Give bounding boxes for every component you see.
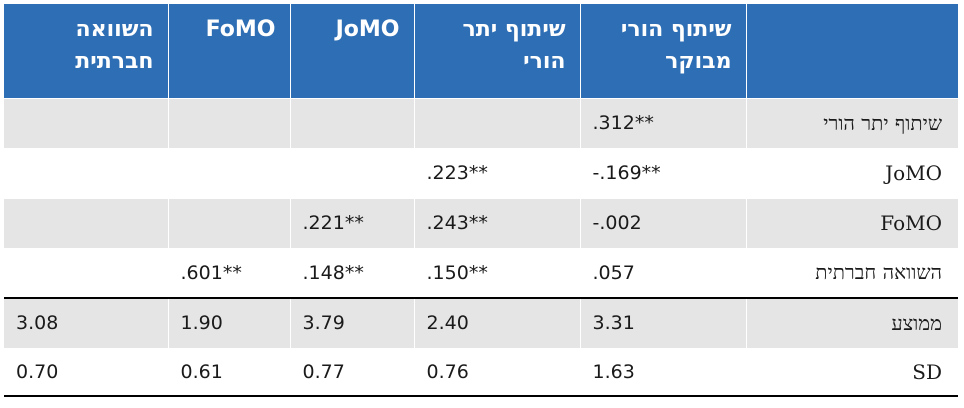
table-cell [4, 197, 168, 248]
table-cell: **223. [413, 147, 580, 198]
table-cell: **221. [289, 197, 414, 248]
table-row: שיתוף יתר הורי **312. [4, 97, 958, 148]
table-cell: 3.31 [579, 297, 746, 348]
table-cell [4, 247, 168, 298]
row-label: שיתוף יתר הורי [745, 97, 958, 148]
header-row: שיתוף הורי מבוקר שיתוף יתר הורי JoMO FoM… [4, 4, 958, 98]
header-fomo: FoMO [167, 4, 290, 98]
table-cell [4, 97, 168, 148]
table-cell: 002.- [579, 197, 746, 248]
row-label: FoMO [745, 197, 958, 248]
table-cell: **169.- [579, 147, 746, 198]
table-cell: 1.90 [167, 297, 290, 348]
table-cell: 057. [579, 247, 746, 298]
table-cell: **148. [289, 247, 414, 298]
table-cell [4, 147, 168, 198]
table-cell: 2.40 [413, 297, 580, 348]
table-cell: 0.77 [289, 347, 414, 397]
header-parental-oversharing: שיתוף יתר הורי [413, 4, 580, 98]
table-cell: 1.63 [579, 347, 746, 397]
table-cell [167, 147, 290, 198]
row-label: SD [745, 347, 958, 397]
row-label: JoMO [745, 147, 958, 198]
correlation-table: שיתוף הורי מבוקר שיתוף יתר הורי JoMO FoM… [4, 4, 958, 397]
row-label: השוואה חברתית [745, 247, 958, 298]
table-row: השוואה חברתית 057. **150. **148. **601. [4, 247, 958, 298]
header-corner [745, 4, 958, 98]
table-cell [413, 97, 580, 148]
table-row: SD 1.63 0.76 0.77 0.61 0.70 [4, 347, 958, 397]
header-parental-sharing-controlled: שיתוף הורי מבוקר [579, 4, 746, 98]
table-cell [167, 97, 290, 148]
table-cell: **601. [167, 247, 290, 298]
header-social-comparison: השוואה חברתית [4, 4, 168, 98]
table-cell [289, 97, 414, 148]
table-cell: 3.79 [289, 297, 414, 348]
table-row: JoMO **169.- **223. [4, 147, 958, 198]
table-cell [167, 197, 290, 248]
table-cell: 0.76 [413, 347, 580, 397]
table-cell [289, 147, 414, 198]
row-label: ממוצע [745, 297, 958, 348]
table-cell: **312. [579, 97, 746, 148]
table-cell: 0.61 [167, 347, 290, 397]
table-cell: **243. [413, 197, 580, 248]
table-row: ממוצע 3.31 2.40 3.79 1.90 3.08 [4, 297, 958, 348]
table-cell: 0.70 [4, 347, 168, 397]
table-cell: 3.08 [4, 297, 168, 348]
table-cell: **150. [413, 247, 580, 298]
table-row: FoMO 002.- **243. **221. [4, 197, 958, 248]
header-jomo: JoMO [289, 4, 414, 98]
